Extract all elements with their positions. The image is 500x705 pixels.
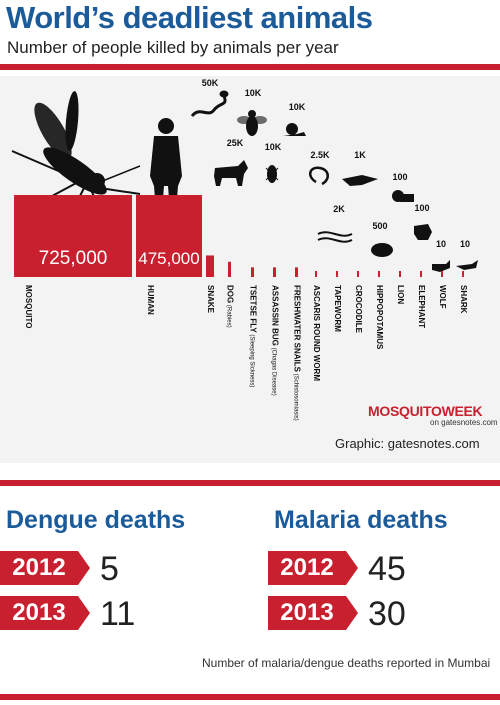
bar-dog: [228, 261, 231, 277]
category-label: FRESHWATER SNAILS (Schistosomiasis): [293, 285, 302, 421]
bar-tsetse-fly: [251, 267, 254, 277]
tsetse-fly-icon: [237, 110, 267, 136]
value-label: 25K: [227, 138, 244, 148]
hippopotamus-icon: [371, 243, 393, 257]
bar-snake: [206, 255, 214, 277]
shark-icon: [456, 260, 478, 270]
snail-icon: [283, 123, 306, 136]
bar-freshwater-snails: [295, 267, 298, 277]
dengue-year-2012: 2012: [0, 551, 90, 585]
category-label: ELEPHANT: [417, 285, 426, 328]
category-label: CROCODILE: [354, 285, 363, 334]
dengue-title: Dengue deaths: [6, 506, 186, 534]
deadliest-animals-chart: 725,000 MOSQUITO 475,000 HUMAN 50K SNAKE 25K DO…: [11, 78, 478, 421]
malaria-title: Malaria deaths: [274, 506, 448, 534]
value-label: 2.5K: [310, 150, 330, 160]
category-label: SHARK: [459, 285, 468, 314]
bar-wolf: [441, 271, 443, 277]
malaria-year-2012: 2012: [268, 551, 358, 585]
bar-crocodile: [357, 271, 359, 277]
middle-divider: [0, 480, 500, 486]
bar-shark: [462, 271, 464, 277]
assassin-bug-icon: [265, 165, 279, 183]
category-label: SNAKE: [206, 285, 215, 314]
top-divider: [0, 64, 500, 70]
page-title: World’s deadliest animals: [6, 0, 373, 35]
page-subtitle: Number of people killed by animals per y…: [7, 38, 339, 57]
bottom-divider: [0, 694, 500, 700]
chart-labels: 725,000 MOSQUITO 475,000 HUMAN 50K SNAKE 25K DO…: [24, 78, 470, 421]
value-label: 10K: [265, 142, 282, 152]
value-label: 10: [460, 239, 470, 249]
round-worm-icon: [308, 166, 329, 186]
category-label: HIPPOPOTAMUS: [375, 285, 384, 350]
footnote: Number of malaria/dengue deaths reported…: [202, 656, 491, 670]
crocodile-icon: [342, 175, 378, 186]
value-label: 725,000: [39, 248, 108, 269]
snake-icon: [190, 90, 229, 118]
bar-elephant: [420, 271, 422, 277]
malaria-year-2013: 2013: [268, 596, 358, 630]
mosquito-week-logo: MOSQUITOWEEK: [368, 403, 483, 419]
bar-mosquito: [14, 195, 132, 277]
category-label: TAPEWORM: [333, 285, 342, 332]
category-label: LION: [396, 285, 405, 304]
malaria-value-2012: 45: [368, 550, 406, 588]
category-label: WOLF: [438, 285, 447, 309]
category-label: ASCARIS ROUND WORM: [312, 285, 321, 381]
category-label: ASSASSIN BUG (Chagas Disease): [271, 285, 280, 396]
bar-ascaris-round-worm: [315, 271, 317, 277]
value-label: 500: [372, 221, 387, 231]
value-label: 100: [414, 203, 429, 213]
elephant-icon: [414, 224, 432, 240]
dog-icon: [214, 160, 248, 186]
category-label: HUMAN: [146, 285, 155, 315]
dengue-value-2013: 11: [100, 595, 136, 633]
graphic-credit: Graphic: gatesnotes.com: [335, 436, 480, 451]
bar-tapeworm: [336, 271, 338, 277]
lion-icon: [392, 190, 414, 202]
value-label: 100: [392, 172, 407, 182]
category-label: MOSQUITO: [24, 285, 33, 328]
category-label: DOG (Rabies): [226, 285, 235, 328]
value-label: 10: [436, 239, 446, 249]
bar-hippopotamus: [378, 271, 380, 277]
category-label: TSETSE FLY (Sleeping Sickness): [249, 285, 258, 387]
chart-bars: [14, 195, 464, 277]
value-label: 475,000: [138, 249, 199, 268]
value-label: 10K: [245, 88, 262, 98]
value-label: 50K: [202, 78, 219, 88]
bar-lion: [399, 271, 401, 277]
dengue-value-2012: 5: [100, 550, 119, 588]
value-label: 10K: [289, 102, 306, 112]
value-label: 2K: [333, 204, 345, 214]
value-label: 1K: [354, 150, 366, 160]
logo-subtext: on gatesnotes.com: [430, 418, 498, 427]
bar-human: [136, 195, 202, 277]
human-icon: [150, 118, 182, 211]
bar-assassin-bug: [273, 267, 276, 277]
malaria-value-2013: 30: [368, 595, 406, 633]
dengue-year-2013: 2013: [0, 596, 90, 630]
tapeworm-icon: [317, 231, 353, 243]
wolf-icon: [432, 260, 450, 272]
